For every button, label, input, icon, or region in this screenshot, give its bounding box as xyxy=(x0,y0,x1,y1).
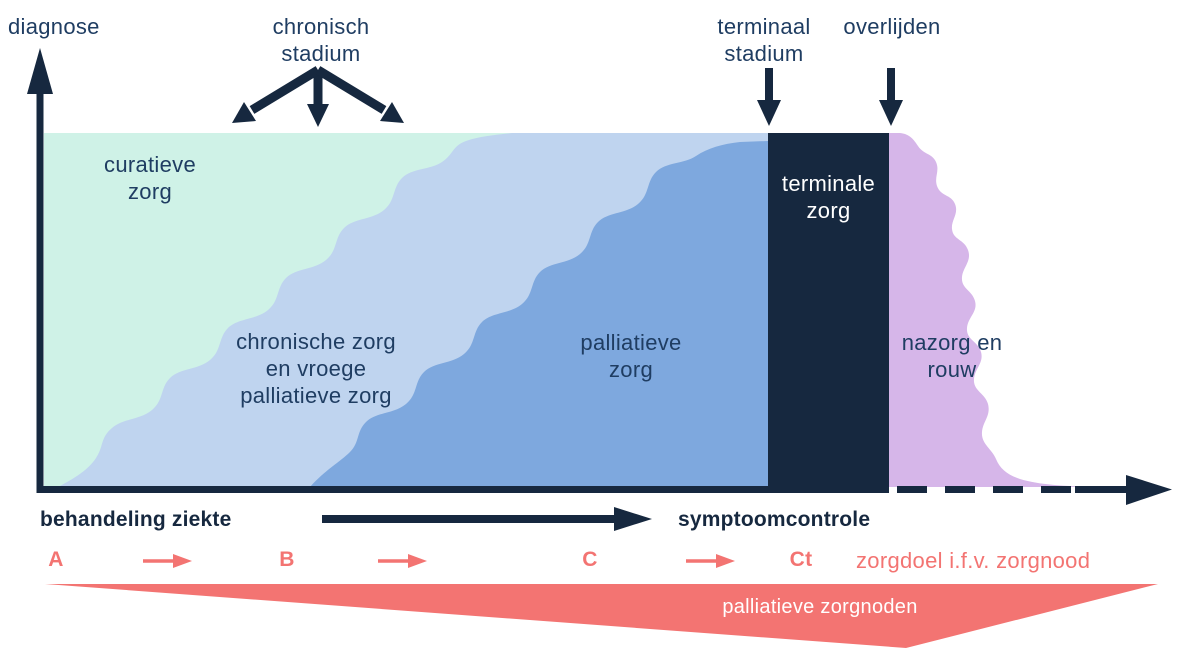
terminaal-stadium-arrow xyxy=(757,68,781,126)
zorgdoel-label: zorgdoel i.f.v. zorgnood xyxy=(856,548,1091,573)
palliatieve-zorgnoden-wedge xyxy=(45,584,1158,648)
curatieve-line1: curatieve xyxy=(104,152,196,177)
x-axis-arrow xyxy=(37,475,1172,505)
nazorg-line2: rouw xyxy=(927,357,977,382)
terminale-line1: terminale xyxy=(781,171,876,196)
terminaal-stadium-line2: stadium xyxy=(724,41,804,66)
symptoomcontrole-label: symptoomcontrole xyxy=(678,508,871,531)
nazorg-line1: nazorg en xyxy=(901,330,1003,355)
region-nazorg-en-rouw xyxy=(889,133,1092,487)
region-palliatieve-zorg xyxy=(310,141,768,487)
terminale-line2: zorg xyxy=(806,198,851,223)
palliatieve-line2: zorg xyxy=(609,357,653,382)
chronische-zorg-label: chronische zorg en vroege palliatieve zo… xyxy=(196,328,436,409)
curatieve-line2: zorg xyxy=(128,179,172,204)
stage-b-label: B xyxy=(279,548,295,571)
stage-a-label: A xyxy=(48,548,64,571)
curatieve-zorg-label: curatieve zorg xyxy=(70,151,230,205)
diagnose-label: diagnose xyxy=(8,14,100,39)
chronisch-stadium-fork-arrows xyxy=(232,66,404,127)
stage-ct-label: Ct xyxy=(789,548,813,571)
terminaal-stadium-label: terminaal stadium xyxy=(674,13,854,67)
nazorg-en-rouw-label: nazorg en rouw xyxy=(872,329,1032,383)
stage-c-label: C xyxy=(582,548,598,571)
overlijden-arrow xyxy=(879,68,903,126)
stage-arrow-c-ct xyxy=(686,554,735,568)
terminale-zorg-label: terminale zorg xyxy=(768,170,889,224)
chronisch-stadium-line1: chronisch xyxy=(272,14,370,39)
palliatieve-zorgnoden-label: palliatieve zorgnoden xyxy=(722,596,918,618)
stage-arrow-a-b xyxy=(143,554,192,568)
chronisch-stadium-line2: stadium xyxy=(281,41,361,66)
overlijden-label: overlijden xyxy=(843,14,941,39)
palliatieve-zorg-label: palliatieve zorg xyxy=(551,329,711,383)
behandeling-ziekte-label: behandeling ziekte xyxy=(40,508,232,531)
chronische-line3: palliatieve zorg xyxy=(240,383,392,408)
palliatieve-line1: palliatieve xyxy=(580,330,682,355)
behandeling-naar-symptoomcontrole-arrow xyxy=(322,507,652,531)
chronische-line1: chronische zorg xyxy=(236,329,396,354)
chronische-line2: en vroege xyxy=(265,356,367,381)
terminaal-stadium-line1: terminaal xyxy=(717,14,811,39)
region-terminale-zorg xyxy=(768,133,889,487)
stage-arrow-b-c xyxy=(378,554,427,568)
y-axis-arrow xyxy=(27,48,53,493)
chronisch-stadium-label: chronisch stadium xyxy=(231,13,411,67)
